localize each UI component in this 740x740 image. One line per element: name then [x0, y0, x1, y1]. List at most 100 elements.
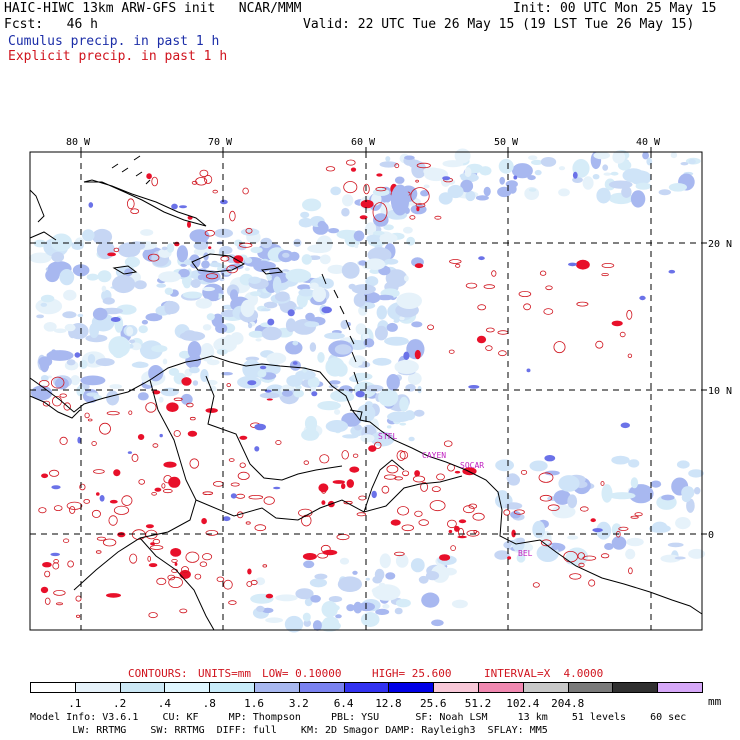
- precip-cell: [336, 533, 350, 541]
- precip-cell: [460, 179, 474, 193]
- colorbar-unit: mm: [708, 695, 722, 708]
- precip-cell: [230, 493, 237, 499]
- precip-cell: [202, 491, 214, 496]
- precip-cell: [79, 359, 88, 369]
- precip-cell: [121, 495, 133, 506]
- lon-label: 80 W: [66, 137, 91, 148]
- precip-cell: [161, 483, 166, 489]
- colorbar-swatch: [433, 682, 479, 693]
- precip-cell: [193, 241, 208, 250]
- precip-cell: [74, 352, 81, 358]
- precip-cell: [668, 269, 676, 274]
- precip-cell: [317, 552, 329, 559]
- precip-cell: [418, 519, 429, 526]
- precip-cell: [97, 270, 112, 283]
- precip-cell: [354, 424, 362, 431]
- precip-cell: [207, 359, 220, 366]
- precip-cell: [527, 175, 536, 181]
- precip-cell: [316, 235, 333, 253]
- precip-cell: [334, 409, 341, 415]
- precip-cell: [353, 230, 365, 242]
- jamaica: [112, 265, 138, 275]
- precip-cell: [457, 527, 464, 538]
- precip-cell: [88, 202, 94, 208]
- precip-cell: [386, 374, 400, 391]
- precip-cell: [77, 436, 81, 444]
- precip-cell: [342, 194, 354, 207]
- precip-cell: [257, 369, 267, 378]
- precip-cell: [53, 505, 63, 512]
- precip-cell: [629, 170, 652, 185]
- precip-cell: [423, 167, 435, 176]
- precip-cell: [211, 289, 219, 302]
- precip-cell: [261, 607, 274, 614]
- precip-cell: [351, 372, 373, 381]
- colorbar-swatch: [30, 682, 76, 693]
- precip-cell: [228, 458, 235, 462]
- precip-cell: [272, 276, 282, 294]
- precip-cell: [127, 198, 135, 210]
- precip-cell: [69, 506, 76, 514]
- precip-cell: [79, 483, 86, 491]
- colorbar-swatch: [612, 682, 659, 693]
- precip-cell: [626, 537, 644, 547]
- precip-cell: [600, 553, 610, 559]
- precip-cell: [263, 301, 278, 309]
- precip-cell: [376, 305, 387, 320]
- precip-cell: [148, 365, 164, 382]
- precip-cell: [150, 542, 156, 546]
- precip-cell: [201, 260, 210, 269]
- precip-cell: [148, 563, 158, 568]
- precip-cell: [248, 276, 261, 284]
- precip-cell: [420, 481, 429, 492]
- precip-cell: [289, 360, 301, 371]
- precip-cell: [230, 482, 240, 487]
- precip-cell: [200, 369, 209, 382]
- precip-cell: [149, 545, 164, 550]
- precip-cell: [468, 385, 480, 389]
- precip-cell: [244, 257, 253, 264]
- precip-cell: [40, 302, 48, 307]
- precip-cell: [93, 395, 103, 400]
- precip-cell: [341, 450, 349, 460]
- precip-cell: [30, 385, 53, 401]
- precip-cell: [668, 183, 688, 192]
- precip-cell: [129, 553, 138, 564]
- precip-cell: [40, 375, 49, 382]
- precip-cell: [325, 166, 336, 172]
- precip-cell: [131, 453, 139, 462]
- precip-cell: [64, 323, 76, 332]
- precip-cell: [343, 181, 358, 194]
- precip-cell: [506, 473, 519, 484]
- precip-cell: [351, 340, 366, 347]
- precip-cell: [341, 483, 346, 490]
- precip-cell: [289, 251, 300, 261]
- precip-cell: [454, 148, 471, 164]
- precip-cell: [72, 264, 90, 277]
- precip-cell: [202, 286, 215, 292]
- precip-cell: [124, 256, 140, 268]
- precip-cell: [87, 418, 93, 422]
- precip-cell: [577, 552, 585, 560]
- precip-cell: [66, 501, 83, 510]
- precip-cell: [164, 287, 174, 295]
- precip-cell: [311, 391, 318, 397]
- precip-cell: [625, 548, 636, 560]
- valid-time: Valid: 22 UTC Tue 26 May 15 (19 LST Tue …: [303, 17, 695, 32]
- precip-cell: [221, 372, 233, 376]
- precip-cell: [396, 450, 406, 461]
- precip-cell: [497, 330, 509, 335]
- colorbar-swatch: [567, 682, 614, 693]
- precip-cell: [686, 498, 695, 513]
- precip-cell: [151, 345, 168, 353]
- precip-cell: [137, 392, 149, 401]
- precip-cell: [223, 579, 233, 590]
- precip-cell: [51, 349, 56, 354]
- precip-cell: [67, 560, 74, 568]
- precip-cell: [499, 176, 506, 185]
- precip-cell: [340, 320, 349, 330]
- precip-cell: [356, 512, 367, 517]
- precip-cell: [628, 459, 640, 468]
- precip-cell: [300, 211, 310, 219]
